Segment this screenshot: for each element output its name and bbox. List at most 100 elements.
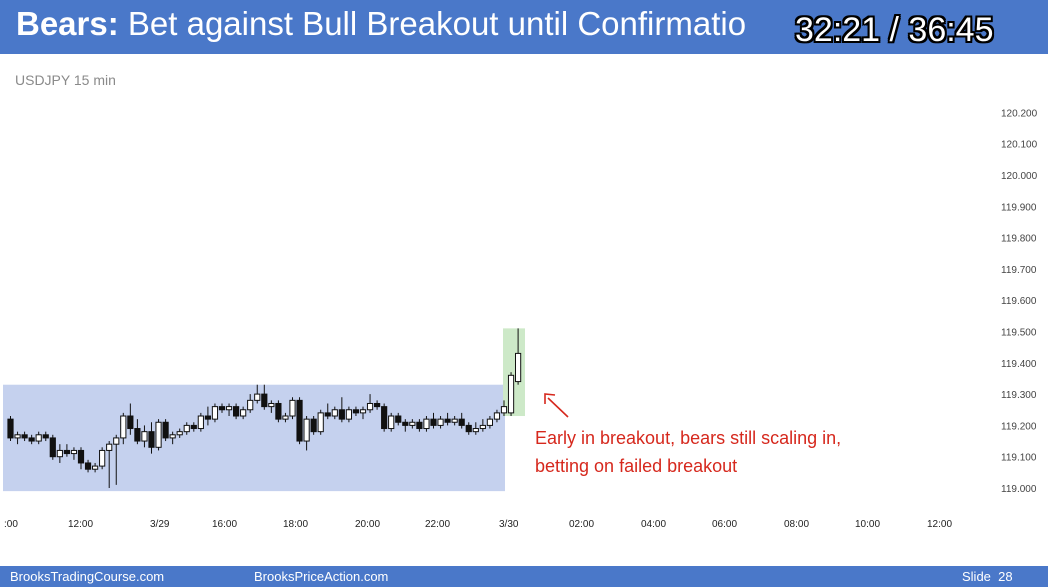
candle	[416, 419, 423, 432]
candle-body-bear	[458, 418, 465, 426]
x-tick-label: 12:00	[927, 519, 952, 530]
candle-body-bear	[416, 421, 423, 430]
y-tick-label: 119.500	[1001, 328, 1037, 339]
candle-body-bear	[148, 431, 155, 448]
y-tick-label: 119.600	[1001, 296, 1037, 307]
candle-body-bull	[451, 418, 458, 423]
candle	[437, 416, 444, 429]
y-tick-label: 119.100	[1001, 453, 1037, 464]
candle-body-bull	[197, 415, 204, 430]
candle	[162, 419, 169, 442]
candle	[374, 400, 381, 410]
candle	[77, 447, 85, 470]
candle	[183, 422, 190, 435]
candle	[155, 419, 162, 451]
candle-body-bull	[169, 434, 176, 439]
candle	[70, 447, 78, 460]
candle-body-bear	[430, 418, 437, 426]
footer-site-link-secondary[interactable]: BrooksPriceAction.com	[254, 569, 389, 584]
candle-body-bull	[225, 406, 233, 411]
candle-body-bull	[486, 418, 493, 426]
footer-bar: BrooksTradingCourse.com BrooksPriceActio…	[0, 566, 1048, 587]
candle-body-bear	[465, 424, 472, 433]
candle	[28, 434, 35, 445]
candle-body-bull	[331, 409, 338, 417]
candle-body-bear	[395, 415, 402, 423]
candle	[331, 406, 338, 420]
candle	[35, 431, 42, 445]
candle	[458, 412, 465, 429]
candle	[317, 409, 324, 435]
candle-body-bull	[183, 424, 190, 433]
candle	[247, 394, 254, 413]
candle	[134, 419, 141, 445]
chart-symbol-label: USDJPY 15 min	[15, 72, 116, 88]
candle-body-bear	[7, 418, 14, 439]
y-tick-label: 119.800	[1001, 234, 1037, 245]
candle	[423, 416, 430, 432]
candle	[493, 409, 501, 423]
candle	[218, 403, 226, 413]
candle	[99, 447, 106, 470]
candle-body-bull	[211, 406, 219, 420]
y-axis: 119.000 119.100 119.200 119.300 119.400 119.5…	[1001, 108, 1038, 495]
candle-body-bull	[240, 409, 247, 417]
candle	[211, 403, 219, 423]
candle-body-bear	[49, 437, 56, 458]
x-tick-label: 04:00	[641, 519, 666, 530]
candle-body-bull	[92, 465, 99, 470]
slide-title: Bears: Bet against Bull Breakout until C…	[16, 4, 746, 44]
candle-body-bull	[120, 415, 127, 439]
y-tick-label: 119.900	[1001, 202, 1037, 213]
candle-body-bear	[84, 462, 92, 470]
candle	[233, 403, 240, 420]
candle-body-bull	[359, 409, 367, 414]
candle	[282, 412, 289, 423]
x-tick-label: 20:00	[355, 519, 380, 530]
y-tick-label: 119.000	[1001, 484, 1037, 495]
candle	[472, 422, 479, 435]
slide-title-bold: Bears:	[16, 5, 119, 42]
candle-body-bear	[204, 415, 212, 420]
candle	[338, 397, 345, 423]
candle	[507, 372, 515, 417]
x-tick-label: 06:00	[712, 519, 737, 530]
candle	[430, 412, 437, 429]
candle	[84, 459, 92, 473]
video-timer: 32:21 / 36:45	[795, 11, 994, 49]
trading-range-box	[3, 384, 505, 492]
candle	[225, 403, 233, 417]
candle	[268, 400, 275, 413]
candle-body-bear	[218, 406, 226, 411]
candle-body-bull	[254, 393, 261, 401]
candle-body-bull	[388, 415, 395, 430]
candle	[127, 403, 134, 435]
y-tick-label: 120.200	[1001, 108, 1038, 119]
candle	[303, 416, 310, 451]
footer-site-link[interactable]: BrooksTradingCourse.com	[10, 569, 165, 584]
candle	[465, 422, 472, 435]
x-tick-label: :00	[4, 519, 18, 530]
candle-body-bull	[366, 402, 374, 411]
candle	[500, 400, 508, 417]
candle-body-bull	[423, 418, 430, 430]
candle	[141, 425, 148, 448]
candle	[176, 428, 183, 438]
candle	[113, 434, 120, 485]
candle-body-bear	[261, 393, 268, 408]
annotation-line-2: betting on failed breakout	[535, 456, 737, 476]
candle	[395, 412, 402, 426]
candle	[56, 444, 63, 463]
candle-body-bear	[310, 418, 317, 433]
candle	[479, 419, 486, 432]
candle-body-bull	[35, 434, 42, 442]
candle	[409, 419, 416, 429]
slide-num: 28	[998, 569, 1013, 584]
candle-body-bull	[155, 421, 162, 448]
candle	[359, 406, 367, 420]
annotation-arrow-line	[547, 397, 569, 418]
candle-body-bear	[134, 428, 141, 442]
candle-body-bear	[28, 437, 35, 442]
candle-body-bear	[374, 402, 381, 408]
candle-body-bear	[338, 409, 345, 420]
